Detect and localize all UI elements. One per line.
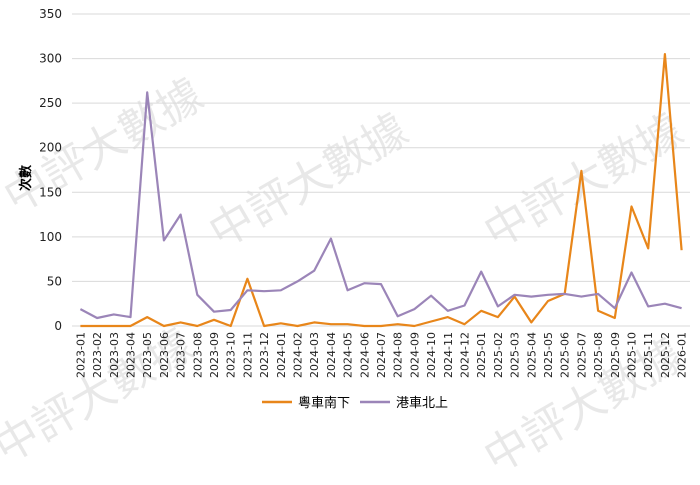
- x-tick-label: 2025-09: [609, 332, 622, 378]
- x-tick-label: 2023-12: [258, 332, 271, 378]
- x-tick-label: 2024-07: [375, 332, 388, 378]
- x-tick-label: 2023-08: [191, 332, 204, 378]
- x-tick-label: 2024-06: [358, 332, 371, 378]
- x-tick-label: 2024-09: [408, 332, 421, 378]
- x-tick-label: 2025-01: [475, 332, 488, 378]
- x-tick-label: 2025-03: [509, 332, 522, 378]
- x-tick-label: 2025-12: [659, 332, 672, 378]
- x-tick-label: 2026-01: [676, 332, 689, 378]
- legend-label-1: 粵車南下: [298, 395, 350, 411]
- x-tick-label: 2024-11: [442, 332, 455, 378]
- y-tick-label: 0: [54, 319, 62, 333]
- x-tick-label: 2023-10: [225, 332, 238, 378]
- legend: 粵車南下 港車北上: [262, 395, 448, 411]
- x-tick-label: 2024-03: [308, 332, 321, 378]
- x-tick-label: 2025-07: [575, 332, 588, 378]
- y-tick-label: 50: [47, 274, 62, 288]
- x-tick-label: 2023-05: [141, 332, 154, 378]
- legend-label-2: 港車北上: [396, 396, 448, 411]
- y-tick-label: 250: [39, 96, 62, 110]
- x-tick-label: 2024-04: [325, 332, 338, 378]
- x-tick-label: 2023-09: [208, 332, 221, 378]
- y-axis-ticks: 0 50 100 150 200 250 300 350: [39, 7, 62, 333]
- x-tick-label: 2023-07: [175, 332, 188, 378]
- x-tick-label: 2023-04: [124, 332, 137, 378]
- x-tick-label: 2025-06: [559, 332, 572, 378]
- x-axis-ticks: 2023-01 2023-02 2023-03 2023-04 2023-05 2023-…: [74, 332, 688, 378]
- y-tick-label: 100: [39, 230, 62, 244]
- x-tick-label: 2025-02: [492, 332, 505, 378]
- x-tick-label: 2025-11: [642, 332, 655, 378]
- y-tick-label: 300: [39, 52, 62, 66]
- x-tick-label: 2024-05: [342, 332, 355, 378]
- y-tick-label: 150: [39, 185, 62, 199]
- x-tick-label: 2024-01: [275, 332, 288, 378]
- y-tick-label: 200: [39, 141, 62, 155]
- x-tick-label: 2024-12: [459, 332, 472, 378]
- x-tick-label: 2024-08: [392, 332, 405, 378]
- x-tick-label: 2024-02: [291, 332, 304, 378]
- y-axis-label: 次數: [18, 165, 34, 191]
- x-tick-label: 2025-05: [542, 332, 555, 378]
- x-tick-label: 2023-06: [158, 332, 171, 378]
- series-line-2: [79, 91, 682, 320]
- x-tick-label: 2023-01: [74, 332, 87, 378]
- series-line-1: [80, 52, 683, 328]
- grid-lines: [72, 13, 690, 327]
- x-tick-label: 2023-11: [241, 332, 254, 378]
- y-tick-label: 350: [39, 7, 62, 21]
- x-tick-label: 2025-10: [626, 332, 639, 378]
- x-tick-label: 2023-02: [91, 332, 104, 378]
- series-lines: [79, 52, 683, 328]
- x-tick-label: 2025-08: [592, 332, 605, 378]
- x-tick-label: 2024-10: [425, 332, 438, 378]
- x-tick-label: 2025-04: [525, 332, 538, 378]
- x-tick-label: 2023-03: [108, 332, 121, 378]
